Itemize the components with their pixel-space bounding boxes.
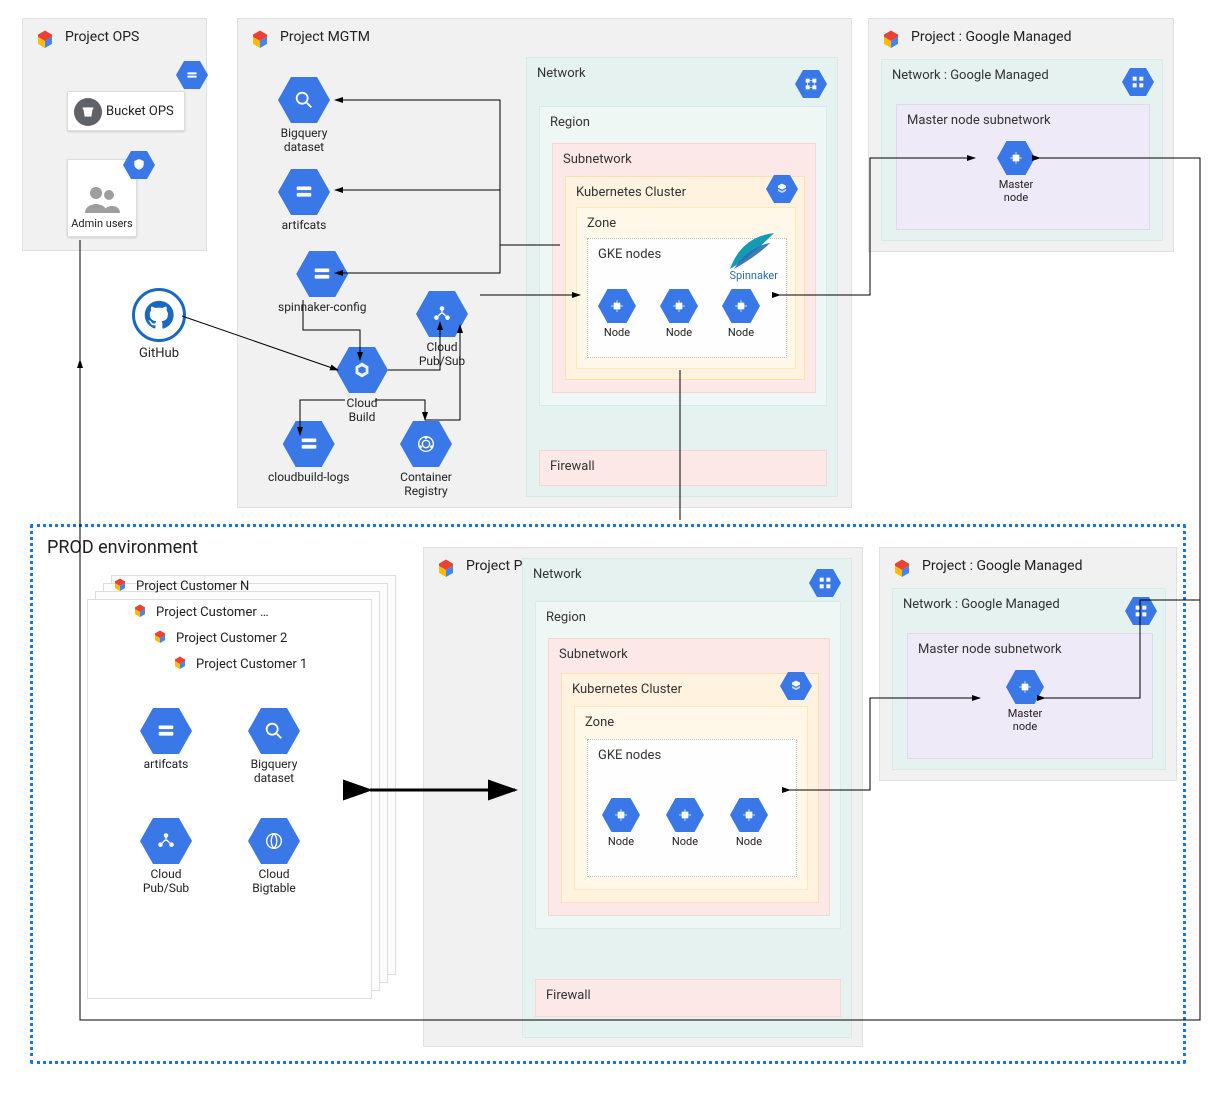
project-mgtm: Project MGTM Bigquerydataset artifcats s… <box>237 18 852 508</box>
gcp-logo-icon <box>432 556 460 584</box>
gm-top-master-node: Masternode <box>997 141 1035 204</box>
gm-bottom-network: Network : Google Managed Master node sub… <box>892 588 1166 770</box>
storage-icon <box>298 433 320 455</box>
artifacts: artifcats <box>278 169 330 233</box>
prod-artifacts: artifcats <box>140 708 192 772</box>
prod-environment: PROD environment Project Customer N Proj… <box>30 524 1186 1064</box>
mgtm-region: Region Subnetwork Kubernetes Cluster Zon… <box>539 106 827 406</box>
cloud-build: CloudBuild <box>336 347 388 425</box>
project-mgtm-title: Project MGTM <box>280 29 370 45</box>
prod-env-title: PROD environment <box>47 537 198 558</box>
network-badge-icon <box>795 70 827 98</box>
project-gm-top: Project : Google Managed Network : Googl… <box>868 18 1174 252</box>
prod-gke-nodes: GKE nodes Node Node <box>587 739 797 877</box>
chip-icon <box>677 807 693 823</box>
prod-bigtable: CloudBigtable <box>248 818 300 896</box>
mgtm-firewall: Firewall <box>539 450 827 486</box>
bucket-icon <box>80 104 96 120</box>
gcp-logo-icon <box>150 628 170 648</box>
gcp-logo-icon <box>246 27 274 55</box>
gke-badge-icon <box>766 175 798 203</box>
chip-icon <box>613 807 629 823</box>
prod-subnetwork: Subnetwork Kubernetes Cluster Zone GKE n… <box>548 638 830 916</box>
spinnaker-config: spinnaker-config <box>278 251 366 315</box>
gm-top-network: Network : Google Managed Master node sub… <box>881 59 1163 241</box>
gm-top-master-subnet: Master node subnetwork Masternode <box>896 104 1150 230</box>
prod-zone: Zone GKE nodes Node Node <box>574 706 808 890</box>
prod-network: Network Region Subnetwork Kubernetes Clu… <box>522 558 852 1038</box>
chip-icon <box>741 807 757 823</box>
gke-badge-icon <box>780 672 812 700</box>
project-prod: Project PROD Network Region Subnetwork K… <box>423 547 863 1047</box>
chip-icon <box>1017 679 1033 695</box>
mgtm-network: Network Region Subnetwork Kubernetes Clu… <box>526 57 838 497</box>
users-icon <box>82 183 122 217</box>
chip-icon <box>609 298 625 314</box>
mgtm-node-2: Node <box>660 289 698 340</box>
ops-badge-icon <box>176 61 208 89</box>
mgtm-node-3: Node <box>722 289 760 340</box>
customer-dots-label: Project Customer … <box>156 605 269 620</box>
customer-stack-top: Project Customer N Project Customer … Pr… <box>87 599 372 999</box>
storage-icon <box>311 263 333 285</box>
chip-icon <box>733 298 749 314</box>
network-badge-icon <box>1122 68 1154 96</box>
storage-icon <box>293 181 315 203</box>
gm-bottom-master-subnet: Master node subnetwork Masternode <box>907 633 1153 759</box>
prod-firewall: Firewall <box>535 979 841 1017</box>
prod-node-2: Node <box>666 798 704 849</box>
container-registry-icon <box>415 433 437 455</box>
cloudbuild-logs: cloudbuild-logs <box>268 421 349 485</box>
pubsub-icon <box>431 303 453 325</box>
storage-icon <box>155 720 177 742</box>
bigquery-dataset: Bigquerydataset <box>278 77 330 155</box>
mgtm-zone: Zone GKE nodes Spinnaker Node <box>576 207 796 369</box>
project-ops-title: Project OPS <box>65 29 139 45</box>
gcp-logo-icon <box>170 654 190 674</box>
prod-node-3: Node <box>730 798 768 849</box>
gcp-logo-icon <box>31 27 59 55</box>
prod-cluster: Kubernetes Cluster Zone GKE nodes <box>561 673 819 903</box>
cloud-build-icon <box>351 359 373 381</box>
prod-bigquery: Bigquerydataset <box>248 708 300 786</box>
chip-icon <box>1008 150 1024 166</box>
mgtm-cluster: Kubernetes Cluster Zone GKE nodes Spinna… <box>565 176 805 380</box>
prod-node-1: Node <box>602 798 640 849</box>
bigtable-icon <box>263 830 285 852</box>
bucket-ops-card: Bucket OPS <box>67 91 185 131</box>
network-badge-icon <box>1125 597 1157 625</box>
gm-bottom-master-node: Masternode <box>1006 670 1044 733</box>
admin-users-label: Admin users <box>71 217 132 230</box>
gcp-logo-icon <box>110 576 130 596</box>
pubsub-icon <box>155 830 177 852</box>
prod-region: Region Subnetwork Kubernetes Cluster Zon… <box>535 601 841 929</box>
bucket-ops-label: Bucket OPS <box>106 104 174 119</box>
github-label: GitHub <box>124 346 194 361</box>
network-badge-icon <box>809 569 841 597</box>
prod-pubsub: CloudPub/Sub <box>140 818 192 896</box>
customer-2-label: Project Customer 2 <box>176 631 287 646</box>
project-gm-bottom-title: Project : Google Managed <box>922 558 1082 574</box>
gcp-logo-icon <box>888 556 916 584</box>
mgtm-node-1: Node <box>598 289 636 340</box>
bigquery-icon <box>293 89 315 111</box>
customer-1-label: Project Customer 1 <box>196 657 307 672</box>
chip-icon <box>671 298 687 314</box>
gcp-logo-icon <box>877 27 905 55</box>
mgtm-subnetwork: Subnetwork Kubernetes Cluster Zone GKE n… <box>552 143 816 393</box>
customer-n-label: Project Customer N <box>136 579 249 594</box>
cloud-pubsub: CloudPub/Sub <box>416 291 468 369</box>
container-registry: ContainerRegistry <box>400 421 452 499</box>
project-ops: Project OPS Bucket OPS Admin users <box>22 18 207 251</box>
github-icon <box>142 298 176 332</box>
gcp-logo-icon <box>130 602 150 622</box>
mgtm-gke-nodes: GKE nodes Spinnaker Node <box>587 238 787 358</box>
github-node: GitHub <box>124 288 194 361</box>
bigquery-icon <box>263 720 285 742</box>
spinnaker-label: Spinnaker <box>729 269 778 282</box>
project-gm-top-title: Project : Google Managed <box>911 29 1071 45</box>
project-gm-bottom: Project : Google Managed Network : Googl… <box>879 547 1177 781</box>
